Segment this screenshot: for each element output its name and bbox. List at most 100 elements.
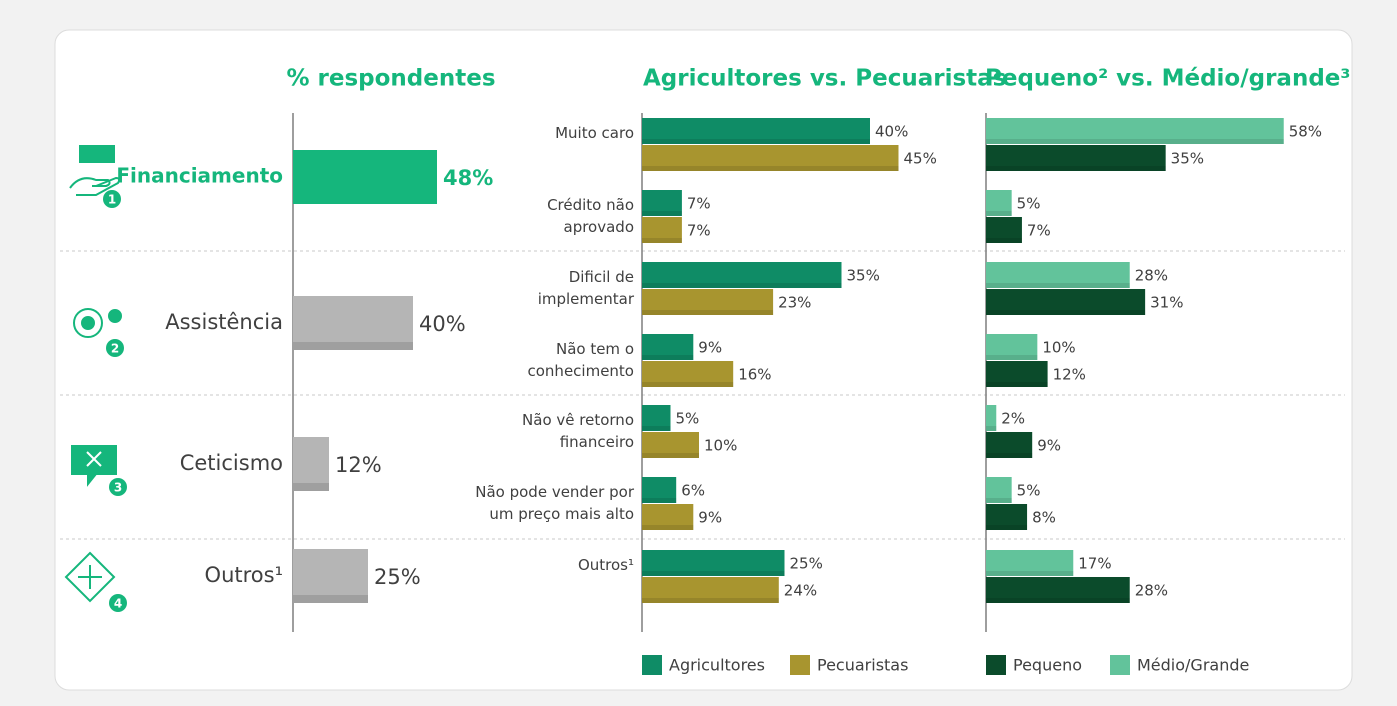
- value-label: 5%: [1017, 195, 1041, 213]
- bar-shade: [642, 310, 774, 315]
- bar-shade: [642, 453, 699, 458]
- bar-shade: [642, 426, 671, 431]
- value-label: 28%: [1135, 582, 1168, 600]
- bar-shade: [293, 483, 329, 491]
- value-label: 31%: [1150, 294, 1183, 312]
- bar-shade: [986, 453, 1033, 458]
- bar: [293, 549, 368, 603]
- bar: [986, 405, 997, 431]
- bar: [642, 432, 699, 458]
- value-label: 35%: [847, 267, 880, 285]
- value-label: 12%: [1053, 366, 1086, 384]
- legend-swatch: [1110, 655, 1130, 675]
- badge-label: 2: [111, 342, 119, 356]
- bar-shade: [642, 571, 785, 576]
- category-label: Crédito não aprovado: [547, 196, 634, 236]
- bar-shade: [986, 382, 1048, 387]
- bar: [986, 432, 1033, 458]
- bar-shade: [986, 211, 1012, 216]
- category-label: Dificil de implementar: [537, 268, 634, 308]
- bar: [986, 145, 1166, 171]
- bar-shade: [642, 498, 677, 503]
- bar-shade: [986, 238, 1022, 243]
- value-label: 25%: [790, 555, 823, 573]
- legend-label: Pequeno: [1013, 656, 1082, 675]
- badge: [106, 339, 124, 357]
- badge: [103, 190, 121, 208]
- bar-shade: [986, 498, 1012, 503]
- bar: [642, 118, 870, 144]
- bar-shade: [986, 310, 1146, 315]
- value-label: 5%: [1017, 482, 1041, 500]
- bar: [642, 577, 779, 603]
- value-label: 58%: [1289, 123, 1322, 141]
- legend-swatch: [986, 655, 1006, 675]
- value-label: 28%: [1135, 267, 1168, 285]
- bar-shade: [986, 525, 1028, 530]
- bar: [986, 361, 1048, 387]
- bar-shade: [642, 283, 842, 288]
- separators: [60, 250, 1345, 540]
- bar-shade: [986, 355, 1038, 360]
- bar: [642, 361, 734, 387]
- value-label: 9%: [698, 509, 722, 527]
- category-label: Financiamento: [116, 164, 283, 188]
- bar: [642, 504, 694, 530]
- category-label: Ceticismo: [180, 451, 283, 475]
- value-label: 6%: [681, 482, 705, 500]
- bar: [642, 217, 682, 243]
- legend-swatch: [642, 655, 662, 675]
- bar-shade: [986, 166, 1166, 171]
- chart-title: % respondentes: [286, 66, 495, 92]
- bar-shade: [293, 342, 413, 350]
- value-label: 24%: [784, 582, 817, 600]
- category-label: Muito caro: [555, 124, 634, 142]
- value-label: 2%: [1001, 410, 1025, 428]
- category-label: Outros¹: [577, 556, 634, 574]
- bar: [642, 289, 774, 315]
- bar: [986, 217, 1022, 243]
- bar: [986, 577, 1130, 603]
- value-label: 7%: [687, 195, 711, 213]
- value-label: 40%: [419, 312, 466, 336]
- bar-shade: [642, 211, 682, 216]
- category-label: Outros¹: [205, 563, 283, 587]
- bar-shade: [642, 598, 779, 603]
- legend-label: Pecuaristas: [817, 656, 908, 675]
- bar-shade: [642, 166, 899, 171]
- bar-shade: [293, 595, 368, 603]
- bar: [642, 334, 694, 360]
- bar: [293, 437, 329, 491]
- category-label: Não vê retorno financeiro: [522, 411, 634, 451]
- bar: [642, 405, 671, 431]
- value-label: 7%: [687, 222, 711, 240]
- value-label: 40%: [875, 123, 908, 141]
- value-label: 7%: [1027, 222, 1051, 240]
- bar: [986, 334, 1038, 360]
- category-label: Assistência: [165, 310, 283, 334]
- category-label: Não pode vender por um preço mais alto: [475, 483, 634, 523]
- value-label: 8%: [1032, 509, 1056, 527]
- value-label: 16%: [738, 366, 771, 384]
- bar: [642, 190, 682, 216]
- value-label: 35%: [1171, 150, 1204, 168]
- bar: [642, 145, 899, 171]
- category-label: Não tem o conhecimento: [527, 340, 635, 380]
- badge-label: 4: [114, 597, 122, 611]
- bar-shade: [642, 382, 734, 387]
- bar: [986, 289, 1146, 315]
- bar: [986, 190, 1012, 216]
- icon: [64, 145, 122, 603]
- bar: [986, 118, 1284, 144]
- badge: [109, 594, 127, 612]
- bar-shade: [986, 139, 1284, 144]
- value-label: 9%: [1037, 437, 1061, 455]
- bar-shade: [986, 426, 997, 431]
- badge: [109, 478, 127, 496]
- bar: [293, 296, 413, 350]
- badge-label: 1: [108, 193, 116, 207]
- legend-label: Agricultores: [669, 656, 765, 675]
- bar: [986, 550, 1074, 576]
